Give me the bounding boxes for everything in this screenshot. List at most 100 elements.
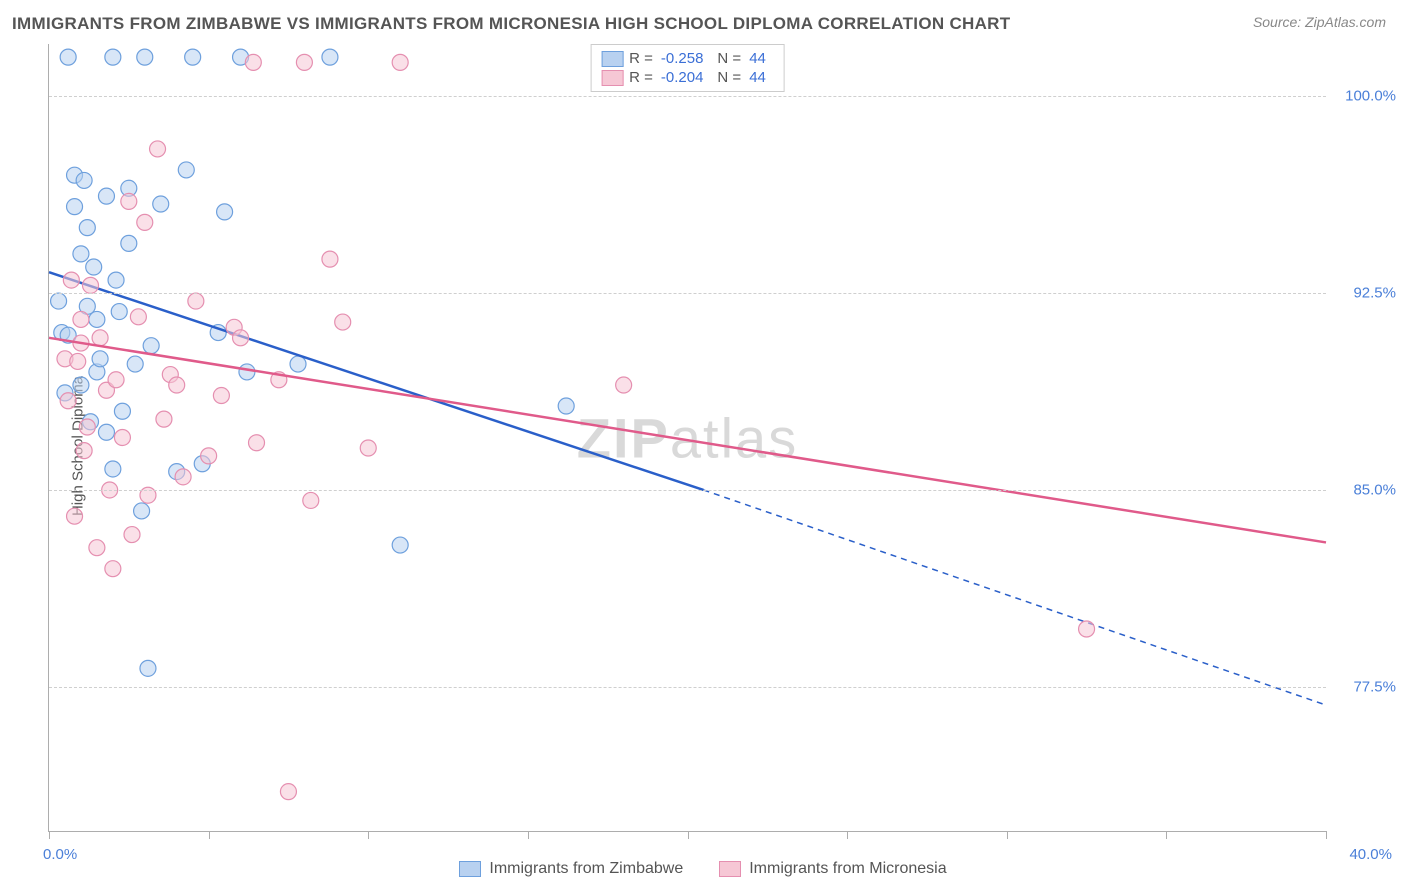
- data-point: [92, 351, 108, 367]
- data-point: [134, 503, 150, 519]
- data-point: [188, 293, 204, 309]
- data-point: [70, 353, 86, 369]
- legend-series-item: Immigrants from Micronesia: [719, 860, 946, 878]
- data-point: [108, 272, 124, 288]
- data-point: [335, 314, 351, 330]
- legend-series-label: Immigrants from Micronesia: [749, 860, 946, 878]
- data-point: [60, 49, 76, 65]
- source-attribution: Source: ZipAtlas.com: [1253, 14, 1386, 30]
- data-point: [108, 372, 124, 388]
- n-label: N =: [717, 69, 741, 86]
- data-point: [322, 49, 338, 65]
- data-point: [175, 469, 191, 485]
- correlation-legend: R =-0.258N =44R =-0.204N =44: [590, 44, 785, 92]
- legend-swatch: [719, 861, 741, 877]
- chart-plot-area: ZIPatlas R =-0.258N =44R =-0.204N =44 77…: [48, 44, 1326, 832]
- data-point: [137, 49, 153, 65]
- data-point: [114, 403, 130, 419]
- legend-series-label: Immigrants from Zimbabwe: [489, 860, 683, 878]
- y-tick-label: 100.0%: [1345, 88, 1396, 105]
- n-value: 44: [749, 69, 766, 86]
- x-tick: [1166, 831, 1167, 839]
- data-point: [76, 443, 92, 459]
- data-point: [73, 311, 89, 327]
- data-point: [127, 356, 143, 372]
- grid-line: [49, 96, 1326, 97]
- x-tick: [688, 831, 689, 839]
- data-point: [392, 537, 408, 553]
- chart-title: IMMIGRANTS FROM ZIMBABWE VS IMMIGRANTS F…: [12, 14, 1010, 34]
- data-point: [51, 293, 67, 309]
- data-point: [124, 527, 140, 543]
- data-point: [73, 377, 89, 393]
- data-point: [63, 272, 79, 288]
- data-point: [67, 199, 83, 215]
- data-point: [89, 540, 105, 556]
- data-point: [290, 356, 306, 372]
- regression-line: [49, 272, 703, 490]
- data-point: [67, 508, 83, 524]
- data-point: [76, 172, 92, 188]
- data-point: [105, 561, 121, 577]
- legend-stat-row: R =-0.258N =44: [601, 49, 774, 68]
- data-point: [121, 193, 137, 209]
- grid-line: [49, 687, 1326, 688]
- data-point: [217, 204, 233, 220]
- grid-line: [49, 490, 1326, 491]
- x-tick: [1326, 831, 1327, 839]
- r-label: R =: [629, 69, 653, 86]
- data-point: [137, 214, 153, 230]
- data-point: [79, 220, 95, 236]
- x-tick: [528, 831, 529, 839]
- regression-line-extrapolated: [703, 490, 1326, 705]
- data-point: [150, 141, 166, 157]
- n-value: 44: [749, 50, 766, 67]
- r-label: R =: [629, 50, 653, 67]
- legend-stat-row: R = -0.204 N = 44: [601, 68, 774, 87]
- data-point: [83, 277, 99, 293]
- r-value: -0.204: [661, 69, 704, 86]
- data-point: [98, 188, 114, 204]
- series-legend: Immigrants from Zimbabwe Immigrants from …: [0, 860, 1406, 882]
- data-point: [60, 393, 76, 409]
- data-point: [98, 424, 114, 440]
- data-point: [239, 364, 255, 380]
- data-point: [130, 309, 146, 325]
- legend-swatch: [601, 51, 623, 67]
- data-point: [616, 377, 632, 393]
- data-point: [86, 259, 102, 275]
- data-point: [114, 430, 130, 446]
- data-point: [111, 304, 127, 320]
- data-point: [178, 162, 194, 178]
- data-point: [280, 784, 296, 800]
- grid-line: [49, 293, 1326, 294]
- n-label: N =: [717, 50, 741, 67]
- data-point: [105, 461, 121, 477]
- legend-series-item: Immigrants from Zimbabwe: [459, 860, 683, 878]
- data-point: [140, 660, 156, 676]
- data-point: [303, 492, 319, 508]
- data-point: [121, 235, 137, 251]
- data-point: [322, 251, 338, 267]
- y-tick-label: 92.5%: [1353, 285, 1396, 302]
- data-point: [360, 440, 376, 456]
- data-point: [143, 338, 159, 354]
- regression-line: [49, 338, 1326, 543]
- data-point: [1079, 621, 1095, 637]
- data-point: [233, 330, 249, 346]
- legend-swatch: [601, 70, 623, 86]
- data-point: [245, 54, 261, 70]
- data-point: [153, 196, 169, 212]
- data-point: [73, 246, 89, 262]
- x-tick: [847, 831, 848, 839]
- data-point: [392, 54, 408, 70]
- data-point: [201, 448, 217, 464]
- data-point: [185, 49, 201, 65]
- data-point: [213, 388, 229, 404]
- data-point: [296, 54, 312, 70]
- x-tick: [368, 831, 369, 839]
- x-tick: [209, 831, 210, 839]
- data-point: [89, 311, 105, 327]
- y-tick-label: 85.0%: [1353, 481, 1396, 498]
- x-tick: [1007, 831, 1008, 839]
